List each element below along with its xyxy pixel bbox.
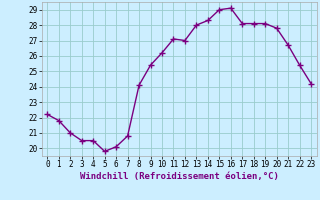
X-axis label: Windchill (Refroidissement éolien,°C): Windchill (Refroidissement éolien,°C) <box>80 172 279 181</box>
